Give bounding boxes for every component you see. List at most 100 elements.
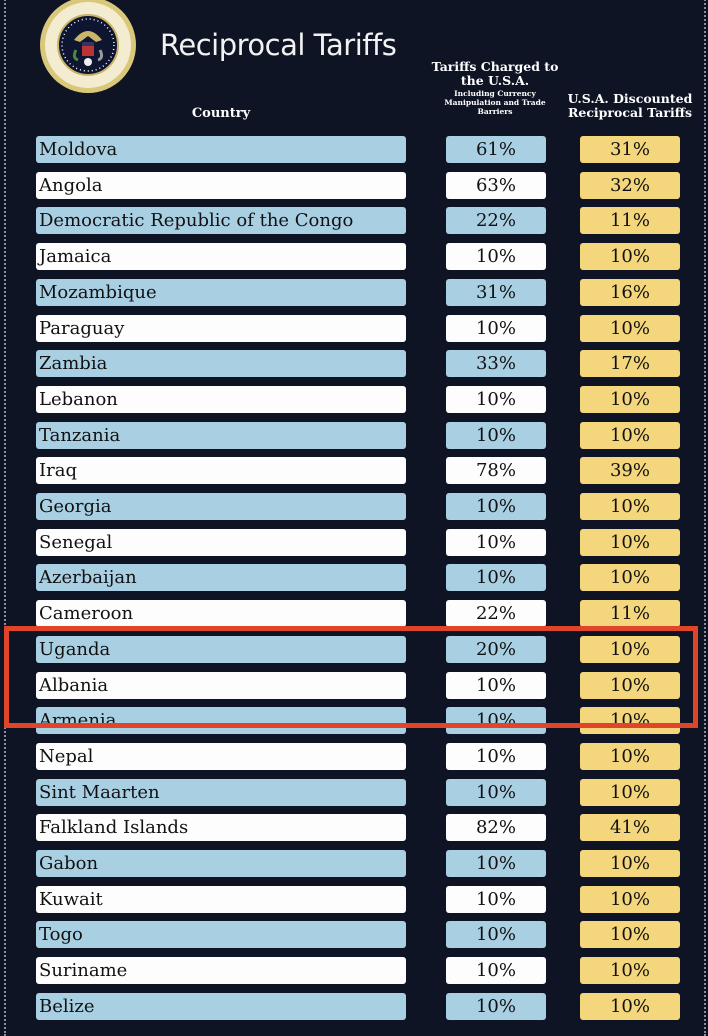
table-row: Angola 63% 32% <box>0 171 708 199</box>
discounted-cell: 10% <box>580 314 680 342</box>
country-cell: Jamaica <box>36 243 406 271</box>
table-row: Albania 10% 10% <box>0 671 708 699</box>
table-row: Democratic Republic of the Congo 22% 11% <box>0 207 708 235</box>
charged-header-title: Tariffs Charged to the U.S.A. <box>431 59 559 89</box>
country-cell: Uganda <box>36 635 406 663</box>
charged-cell: 22% <box>446 207 546 235</box>
table-row: Paraguay 10% 10% <box>0 314 708 342</box>
table-row: Cameroon 22% 11% <box>0 600 708 628</box>
discounted-cell: 10% <box>580 778 680 806</box>
discounted-cell: 11% <box>580 600 680 628</box>
country-cell: Lebanon <box>36 385 406 413</box>
discounted-cell: 10% <box>580 671 680 699</box>
charged-cell: 78% <box>446 457 546 485</box>
discounted-cell: 32% <box>580 171 680 199</box>
charged-header-subtitle: Including Currency Manipulation and Trad… <box>444 88 546 116</box>
discounted-cell: 10% <box>580 493 680 520</box>
charged-cell: 10% <box>446 957 546 985</box>
charged-cell: 10% <box>446 778 546 806</box>
country-cell: Georgia <box>36 493 406 520</box>
discounted-cell: 10% <box>580 850 680 877</box>
country-cell: Mozambique <box>36 278 406 306</box>
charged-cell: 82% <box>446 814 546 842</box>
charged-cell: 10% <box>446 528 546 556</box>
table-row: Zambia 33% 17% <box>0 350 708 378</box>
discounted-cell: 10% <box>580 921 680 949</box>
table-row: Georgia 10% 10% <box>0 493 708 520</box>
country-cell: Togo <box>36 921 406 949</box>
country-cell: Suriname <box>36 957 406 985</box>
charged-cell: 10% <box>446 314 546 342</box>
table-row: Belize 10% 10% <box>0 992 708 1020</box>
table-row: Lebanon 10% 10% <box>0 385 708 413</box>
country-cell: Angola <box>36 171 406 199</box>
country-cell: Sint Maarten <box>36 778 406 806</box>
table-row: Togo 10% 10% <box>0 921 708 949</box>
charged-cell: 10% <box>446 885 546 913</box>
discounted-cell: 10% <box>580 885 680 913</box>
table-row: Mozambique 31% 16% <box>0 278 708 306</box>
charged-cell: 31% <box>446 278 546 306</box>
country-cell: Tanzania <box>36 421 406 449</box>
country-cell: Zambia <box>36 350 406 378</box>
table-row: Iraq 78% 39% <box>0 457 708 485</box>
country-cell: Cameroon <box>36 600 406 628</box>
discounted-column-header: U.S.A. Discounted Reciprocal Tariffs <box>567 91 693 121</box>
country-cell: Nepal <box>36 742 406 770</box>
charged-cell: 10% <box>446 850 546 877</box>
table-row: Senegal 10% 10% <box>0 528 708 556</box>
charged-cell: 10% <box>446 921 546 949</box>
charged-cell: 10% <box>446 671 546 699</box>
dotted-frame <box>4 0 706 1036</box>
discounted-cell: 39% <box>580 457 680 485</box>
country-cell: Gabon <box>36 850 406 877</box>
table-row: Tanzania 10% 10% <box>0 421 708 449</box>
table-row: Suriname 10% 10% <box>0 957 708 985</box>
discounted-cell: 10% <box>580 992 680 1020</box>
discounted-cell: 10% <box>580 385 680 413</box>
table-row: Uganda 20% 10% <box>0 635 708 663</box>
charged-cell: 63% <box>446 171 546 199</box>
discounted-cell: 10% <box>580 564 680 592</box>
table-row: Sint Maarten 10% 10% <box>0 778 708 806</box>
discounted-cell: 10% <box>580 957 680 985</box>
country-cell: Democratic Republic of the Congo <box>36 207 406 235</box>
table-row: Gabon 10% 10% <box>0 850 708 877</box>
table-row: Falkland Islands 82% 41% <box>0 814 708 842</box>
country-cell: Falkland Islands <box>36 814 406 842</box>
charged-cell: 10% <box>446 742 546 770</box>
charged-cell: 10% <box>446 493 546 520</box>
table-row: Azerbaijan 10% 10% <box>0 564 708 592</box>
charged-cell: 22% <box>446 600 546 628</box>
charged-cell: 10% <box>446 243 546 271</box>
discounted-cell: 41% <box>580 814 680 842</box>
charged-column-header: Tariffs Charged to the U.S.A. Including … <box>430 59 560 116</box>
country-column-header: Country <box>191 106 251 121</box>
discounted-cell: 10% <box>580 421 680 449</box>
page-title: Reciprocal Tariffs <box>160 28 397 62</box>
discounted-cell: 10% <box>580 243 680 271</box>
discounted-cell: 16% <box>580 278 680 306</box>
country-cell: Azerbaijan <box>36 564 406 592</box>
discounted-cell: 10% <box>580 528 680 556</box>
charged-cell: 10% <box>446 385 546 413</box>
discounted-cell: 17% <box>580 350 680 378</box>
highlight-box <box>4 626 698 728</box>
table-row: Jamaica 10% 10% <box>0 243 708 271</box>
charged-cell: 61% <box>446 136 546 163</box>
charged-cell: 20% <box>446 635 546 663</box>
country-cell: Kuwait <box>36 885 406 913</box>
table-row: Kuwait 10% 10% <box>0 885 708 913</box>
table-row: Moldova 61% 31% <box>0 136 708 163</box>
charged-cell: 10% <box>446 421 546 449</box>
country-cell: Senegal <box>36 528 406 556</box>
discounted-cell: 31% <box>580 136 680 163</box>
country-cell: Iraq <box>36 457 406 485</box>
charged-cell: 10% <box>446 564 546 592</box>
country-cell: Albania <box>36 671 406 699</box>
table-row: Nepal 10% 10% <box>0 742 708 770</box>
discounted-cell: 10% <box>580 742 680 770</box>
charged-cell: 10% <box>446 992 546 1020</box>
presidential-seal-icon <box>40 0 136 93</box>
discounted-cell: 11% <box>580 207 680 235</box>
